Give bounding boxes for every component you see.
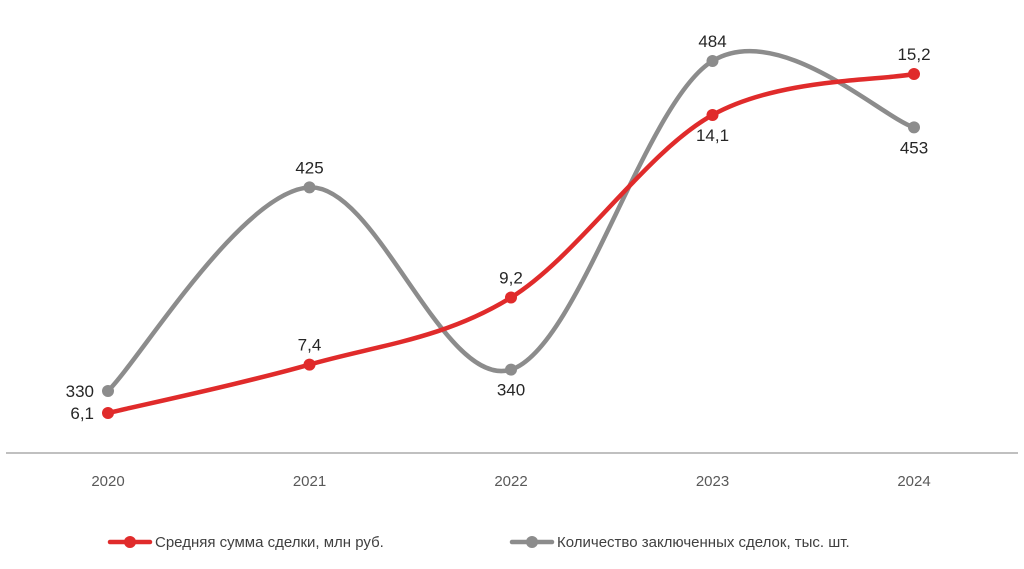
data-label-1-2022: 340 <box>497 381 525 400</box>
series-line-1 <box>105 48 917 394</box>
data-label-1-2024: 453 <box>900 138 928 157</box>
data-labels: 330 425 340 484 453 6,1 7,4 9,2 14,1 15,2 <box>66 32 931 423</box>
legend: Средняя сумма сделки, млн руб. Количество… <box>107 534 850 551</box>
data-point-1-2023 <box>706 55 719 67</box>
data-point-0-2024 <box>908 68 920 80</box>
data-point-1-2021 <box>303 181 316 194</box>
data-label-0-2020: 6,1 <box>70 404 94 423</box>
data-label-0-2024: 15,2 <box>897 45 930 64</box>
data-label-0-2021: 7,4 <box>298 336 322 355</box>
data-point-1-2022 <box>505 363 517 376</box>
data-label-1-2020: 330 <box>66 382 94 401</box>
x-tick-label-2024: 2024 <box>897 473 930 490</box>
data-label-1-2023: 484 <box>698 32 726 51</box>
data-points <box>102 55 920 419</box>
legend-label-1: Количество заключенных сделок, тыс. шт. <box>557 534 850 551</box>
x-tick-labels: 2020 2021 2022 2023 2024 <box>91 473 930 490</box>
data-label-1-2021: 425 <box>295 158 323 177</box>
legend-marker-1 <box>526 536 538 548</box>
data-label-0-2022: 9,2 <box>499 269 523 288</box>
legend-label-0: Средняя сумма сделки, млн руб. <box>155 534 384 551</box>
x-tick-label-2023: 2023 <box>696 473 729 490</box>
legend-marker-0 <box>124 536 136 548</box>
x-tick-label-2020: 2020 <box>91 473 124 490</box>
data-point-0-2022 <box>505 291 517 304</box>
x-tick-label-2021: 2021 <box>293 473 326 490</box>
data-point-1-2024 <box>908 121 920 134</box>
series-lines <box>105 48 917 416</box>
x-tick-label-2022: 2022 <box>494 473 527 490</box>
data-point-0-2021 <box>303 358 316 371</box>
data-label-0-2023: 14,1 <box>696 126 729 145</box>
data-point-0-2020 <box>102 407 114 419</box>
data-point-1-2020 <box>102 385 114 397</box>
data-point-0-2023 <box>706 108 719 121</box>
